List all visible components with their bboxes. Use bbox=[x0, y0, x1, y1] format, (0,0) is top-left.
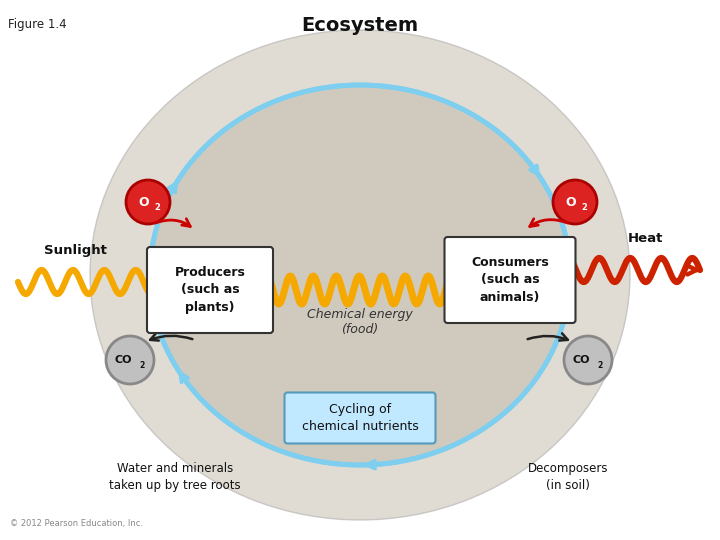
Text: Water and minerals
taken up by tree roots: Water and minerals taken up by tree root… bbox=[109, 462, 240, 492]
Text: Heat: Heat bbox=[627, 232, 662, 245]
Ellipse shape bbox=[90, 30, 630, 520]
Circle shape bbox=[126, 180, 170, 224]
Text: 2: 2 bbox=[154, 202, 160, 212]
Text: Sunlight: Sunlight bbox=[44, 244, 107, 257]
FancyBboxPatch shape bbox=[444, 237, 575, 323]
Text: Producers
(such as
plants): Producers (such as plants) bbox=[174, 266, 246, 314]
Text: Consumers
(such as
animals): Consumers (such as animals) bbox=[471, 255, 549, 305]
Text: Decomposers
(in soil): Decomposers (in soil) bbox=[528, 462, 608, 492]
Ellipse shape bbox=[150, 85, 570, 465]
FancyBboxPatch shape bbox=[147, 247, 273, 333]
Circle shape bbox=[106, 336, 154, 384]
Text: O: O bbox=[139, 195, 149, 208]
Text: Chemical energy
(food): Chemical energy (food) bbox=[307, 308, 413, 336]
Text: Figure 1.4: Figure 1.4 bbox=[8, 18, 67, 31]
Circle shape bbox=[564, 336, 612, 384]
Text: CO: CO bbox=[114, 355, 132, 365]
FancyBboxPatch shape bbox=[284, 393, 436, 443]
Text: Ecosystem: Ecosystem bbox=[302, 16, 418, 35]
Text: 2: 2 bbox=[581, 202, 587, 212]
Text: 2: 2 bbox=[598, 361, 603, 370]
Circle shape bbox=[553, 180, 597, 224]
Text: © 2012 Pearson Education, Inc.: © 2012 Pearson Education, Inc. bbox=[10, 519, 143, 528]
Text: O: O bbox=[566, 195, 576, 208]
Text: Cycling of
chemical nutrients: Cycling of chemical nutrients bbox=[302, 403, 418, 433]
Text: CO: CO bbox=[572, 355, 590, 365]
Text: 2: 2 bbox=[140, 361, 145, 370]
